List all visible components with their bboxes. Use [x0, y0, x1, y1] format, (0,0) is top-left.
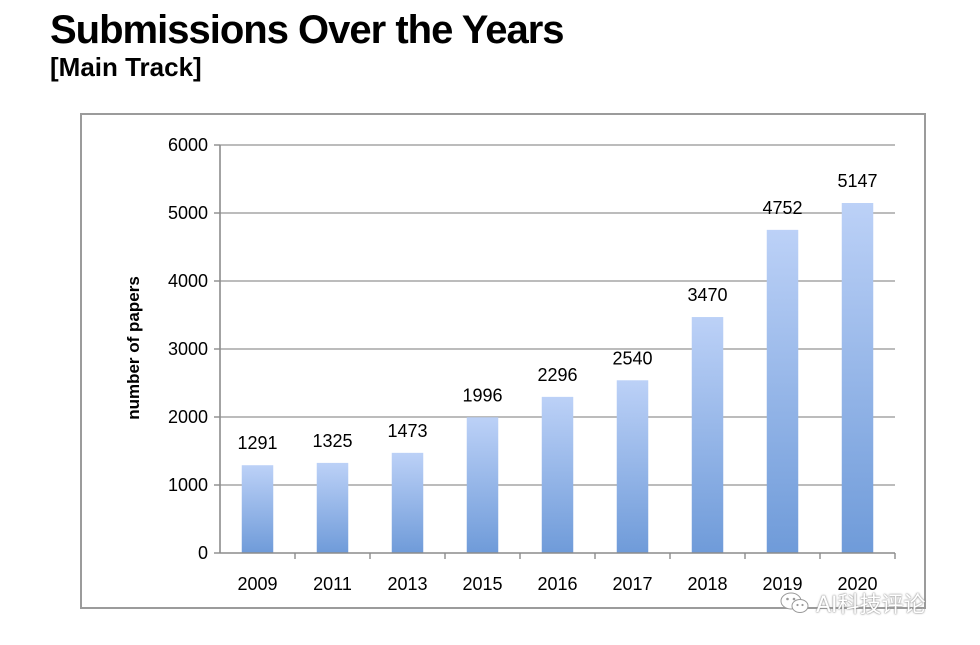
bar-2019 [766, 229, 799, 553]
bar-2013 [391, 452, 424, 553]
x-tick-label: 2017 [612, 574, 652, 594]
x-tick-label: 2016 [537, 574, 577, 594]
x-tick-label: 2020 [837, 574, 877, 594]
y-tick-label: 5000 [168, 203, 208, 223]
bar-2015 [466, 417, 499, 553]
bar-2017 [616, 380, 649, 553]
y-tick-label: 0 [198, 543, 208, 563]
x-tick-label: 2011 [313, 574, 352, 594]
page-title: Submissions Over the Years [50, 8, 565, 52]
x-tick-label: 2013 [387, 574, 427, 594]
x-tick-label: 2009 [237, 574, 277, 594]
watermark-text: AI科技评论 [816, 593, 926, 618]
bar-2018 [691, 317, 724, 553]
axes [214, 144, 896, 559]
bar-2016 [541, 396, 574, 553]
labels: 0 1000 2000 3000 4000 5000 6000 2009 1291 2011 132… [168, 135, 878, 594]
data-label: 1325 [312, 431, 352, 451]
bar-2011 [316, 462, 349, 553]
x-tick-label: 2019 [762, 574, 802, 594]
watermark: AI科技评论 [780, 588, 960, 618]
bar-2020 [841, 203, 874, 553]
data-label: 2296 [537, 365, 577, 385]
y-tick-label: 6000 [168, 135, 208, 155]
wechat-logo-icon [780, 591, 810, 615]
bars [241, 203, 874, 553]
x-tick-label: 2018 [687, 574, 727, 594]
data-label: 4752 [762, 198, 802, 218]
y-axis-label: number of papers [124, 276, 143, 420]
y-tick-label: 2000 [168, 407, 208, 427]
bar-2009 [241, 465, 274, 553]
x-tick-label: 2015 [462, 574, 502, 594]
data-label: 5147 [837, 171, 877, 191]
y-tick-label: 3000 [168, 339, 208, 359]
data-label: 1996 [462, 385, 502, 405]
y-tick-label: 4000 [168, 271, 208, 291]
data-label: 3470 [687, 285, 727, 305]
data-label: 2540 [612, 348, 652, 368]
data-label: 1473 [387, 421, 427, 441]
page-subtitle: [Main Track] [50, 52, 202, 82]
y-tick-label: 1000 [168, 475, 208, 495]
data-label: 1291 [237, 433, 277, 453]
